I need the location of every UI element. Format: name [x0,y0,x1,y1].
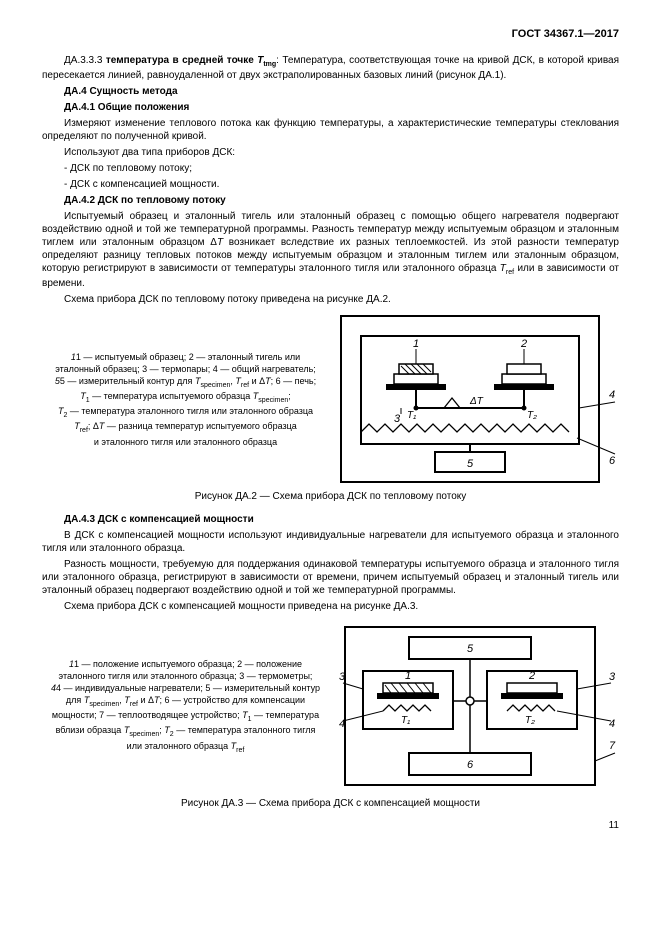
text: 4 — индивидуальные нагреватели; 5 — изме… [56,683,320,693]
text: мощности; 7 — теплоотводящее устройство; [52,710,242,720]
sub: specimen [200,382,230,389]
figure-da3-caption: Рисунок ДА.3 — Схема прибора ДСК с компе… [42,797,619,810]
heading-da41: ДА.4.1 Общие положения [42,101,619,114]
svg-text:ΔT: ΔT [469,396,484,407]
text: — температура эталонного тигля [174,725,316,735]
svg-text:6: 6 [467,759,474,771]
sub: specimen [89,701,119,708]
text: — температура [252,710,320,720]
text: и Δ [138,695,154,705]
sub: tmg [263,61,276,68]
svg-text:T₁: T₁ [401,715,410,726]
svg-text:4: 4 [609,389,615,401]
sub: specimen [129,731,159,738]
figure-da2-caption: Рисунок ДА.2 — Схема прибора ДСК по тепл… [42,490,619,503]
svg-text:6: 6 [609,455,616,467]
figure-da3-legend: 11 — положение испытуемого образца; 2 — … [42,658,329,755]
figure-da2-svg: ΔT T₁ T₂ 1 2 5 4 6 [339,314,619,484]
svg-text:5: 5 [467,458,474,470]
text: ; 6 — печь; [271,376,316,386]
list-item: - ДСК по тепловому потоку; [42,162,619,175]
svg-text:T₂: T₂ [525,715,535,726]
paragraph: Схема прибора ДСК с компенсацией мощност… [42,600,619,613]
text: 1 — испытуемый образец; 2 — эталонный ти… [76,352,300,362]
paragraph: В ДСК с компенсацией мощности используют… [42,529,619,555]
paragraph: Используют два типа приборов ДСК: [42,146,619,159]
heading-da4: ДА.4 Сущность метода [42,85,619,98]
text: — температура эталонного тигля или этало… [67,406,313,416]
text: ; Δ [88,421,99,431]
svg-text:2: 2 [520,338,527,350]
text: — температура испытуемого образца [90,391,253,401]
text: ДСК с компенсацией мощности. [70,179,219,190]
sub: specimen [258,397,288,404]
svg-text:3: 3 [609,671,616,683]
heading-da42: ДА.4.2 ДСК по тепловому потоку [42,194,619,207]
text: и Δ [249,376,265,386]
page-number: 11 [42,820,619,831]
svg-text:1: 1 [413,338,419,350]
figure-da3-svg: 5 6 T₁ T₂ [339,621,619,791]
svg-text:T₁: T₁ [407,410,416,421]
svg-text:3: 3 [339,671,346,683]
paragraph: Схема прибора ДСК по тепловому потоку пр… [42,293,619,306]
text: ДСК по тепловому потоку; [70,163,192,174]
svg-text:5: 5 [467,643,474,655]
paragraph: ДА.3.3.3 температура в средней точке Ttm… [42,54,619,82]
svg-text:3: 3 [394,413,401,425]
figure-da2-legend: 11 — испытуемый образец; 2 — эталонный т… [42,351,329,448]
paragraph: Измеряют изменение теплового потока как … [42,117,619,143]
svg-text:1: 1 [405,670,411,682]
text: ДА.3.3.3 [64,55,106,66]
svg-text:2: 2 [528,670,535,682]
gost-header: ГОСТ 34367.1—2017 [42,28,619,40]
paragraph: Испытуемый образец и эталонный тигель ил… [42,210,619,290]
svg-text:T₂: T₂ [527,410,537,421]
text: вблизи образца [56,725,124,735]
paragraph: Разность мощности, требуемую для поддерж… [42,558,619,597]
svg-text:4: 4 [609,718,615,730]
figure-da2-row: 1 1 — испытуемый образец; 2 — эталонный т… [42,314,619,484]
sub: ref [80,427,88,434]
heading-da43: ДА.4.3 ДСК с компенсацией мощности [42,513,619,526]
document-page: ГОСТ 34367.1—2017 ДА.3.3.3 температура в… [0,0,661,851]
sub: ref [236,746,244,753]
sub: ref [241,382,249,389]
svg-text:7: 7 [609,740,616,752]
text: ; 6 — устройство для компенсации [160,695,306,705]
text: эталонного тигля или эталонного образца;… [59,671,313,681]
svg-text:4: 4 [339,718,345,730]
text: 5 — измерительный контур для [60,376,195,386]
text: 1 — положение испытуемого образца; 2 — п… [74,659,302,669]
sub: ref [506,269,514,276]
list-item: - ДСК с компенсацией мощности. [42,178,619,191]
text: эталонный образец; 3 — термопары; 4 — об… [55,364,316,374]
text: или эталонного образца [127,741,231,751]
text-bold: температура в средней точке [106,55,257,66]
text: и эталонного тигля или эталонного образц… [94,437,277,447]
sub: ref [130,701,138,708]
text: — разница температур испытуемого образца [104,421,296,431]
text: для [66,695,84,705]
figure-da3-row: 1 1 — положение испытуемого образца; 2 — … [42,621,619,791]
